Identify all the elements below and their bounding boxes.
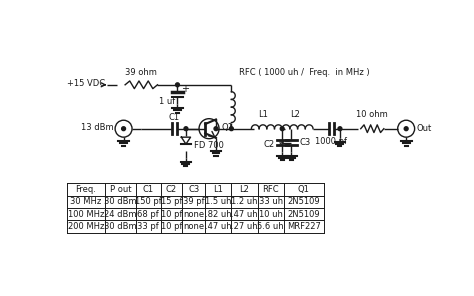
Text: +: + [181, 84, 189, 94]
Text: 30 MHz: 30 MHz [70, 197, 101, 206]
Circle shape [175, 83, 179, 87]
Text: 1.5 uh: 1.5 uh [205, 197, 231, 206]
Text: 15 pf: 15 pf [161, 197, 182, 206]
Text: 2N5109: 2N5109 [287, 197, 320, 206]
Text: 13 dBm: 13 dBm [81, 123, 114, 132]
Text: Q1: Q1 [221, 123, 233, 132]
Text: 24 dBm: 24 dBm [104, 210, 137, 219]
Text: C3: C3 [188, 185, 199, 194]
Circle shape [229, 127, 233, 131]
Text: +15 VDC: +15 VDC [66, 79, 105, 88]
Text: 10 uh: 10 uh [259, 210, 283, 219]
Text: 150 pf: 150 pf [135, 197, 162, 206]
Text: 1000 pf: 1000 pf [316, 137, 347, 146]
Text: 68 pf: 68 pf [137, 210, 159, 219]
Text: none: none [183, 210, 204, 219]
Text: L1: L1 [258, 110, 268, 120]
Circle shape [122, 127, 126, 131]
Text: Out: Out [416, 124, 431, 133]
Text: L1: L1 [213, 185, 223, 194]
Text: 10 ohm: 10 ohm [356, 110, 388, 120]
Text: 33 pf: 33 pf [137, 222, 159, 231]
Text: C1: C1 [143, 185, 154, 194]
Text: 1.2 uh: 1.2 uh [231, 197, 258, 206]
Text: .47 uh: .47 uh [205, 222, 232, 231]
Text: C2: C2 [264, 140, 274, 149]
Text: 30 dBm: 30 dBm [104, 197, 137, 206]
Text: 33 uh: 33 uh [259, 197, 283, 206]
Text: MRF227: MRF227 [287, 222, 321, 231]
Text: C1: C1 [169, 113, 180, 122]
Text: C2: C2 [166, 185, 177, 194]
Text: 1 uf: 1 uf [159, 97, 175, 106]
Text: 100 MHz: 100 MHz [68, 210, 104, 219]
Text: Freq.: Freq. [75, 185, 96, 194]
Circle shape [404, 127, 408, 131]
Text: 5.6 uh: 5.6 uh [257, 222, 284, 231]
Text: FD 700: FD 700 [194, 141, 224, 150]
Text: C3: C3 [300, 138, 311, 147]
Text: 39 pf: 39 pf [183, 197, 204, 206]
Text: RFC: RFC [262, 185, 279, 194]
Text: RFC ( 1000 uh /  Freq.  in MHz ): RFC ( 1000 uh / Freq. in MHz ) [239, 68, 370, 77]
Text: .82 uh: .82 uh [205, 210, 232, 219]
Circle shape [338, 127, 342, 131]
Circle shape [214, 127, 218, 131]
Text: 10 pf: 10 pf [161, 222, 182, 231]
Text: 30 dBm: 30 dBm [104, 222, 137, 231]
Text: 200 MHz: 200 MHz [68, 222, 104, 231]
Text: 39 ohm: 39 ohm [125, 68, 157, 77]
Text: 2N5109: 2N5109 [287, 210, 320, 219]
Text: L2: L2 [291, 110, 300, 120]
Text: Q1: Q1 [298, 185, 310, 194]
Circle shape [184, 127, 188, 131]
Text: none: none [183, 222, 204, 231]
Text: .27 uh: .27 uh [231, 222, 258, 231]
Text: .47 uh: .47 uh [231, 210, 258, 219]
Text: P out: P out [110, 185, 131, 194]
Text: 10 pf: 10 pf [161, 210, 182, 219]
Circle shape [280, 127, 284, 131]
Text: L2: L2 [239, 185, 249, 194]
